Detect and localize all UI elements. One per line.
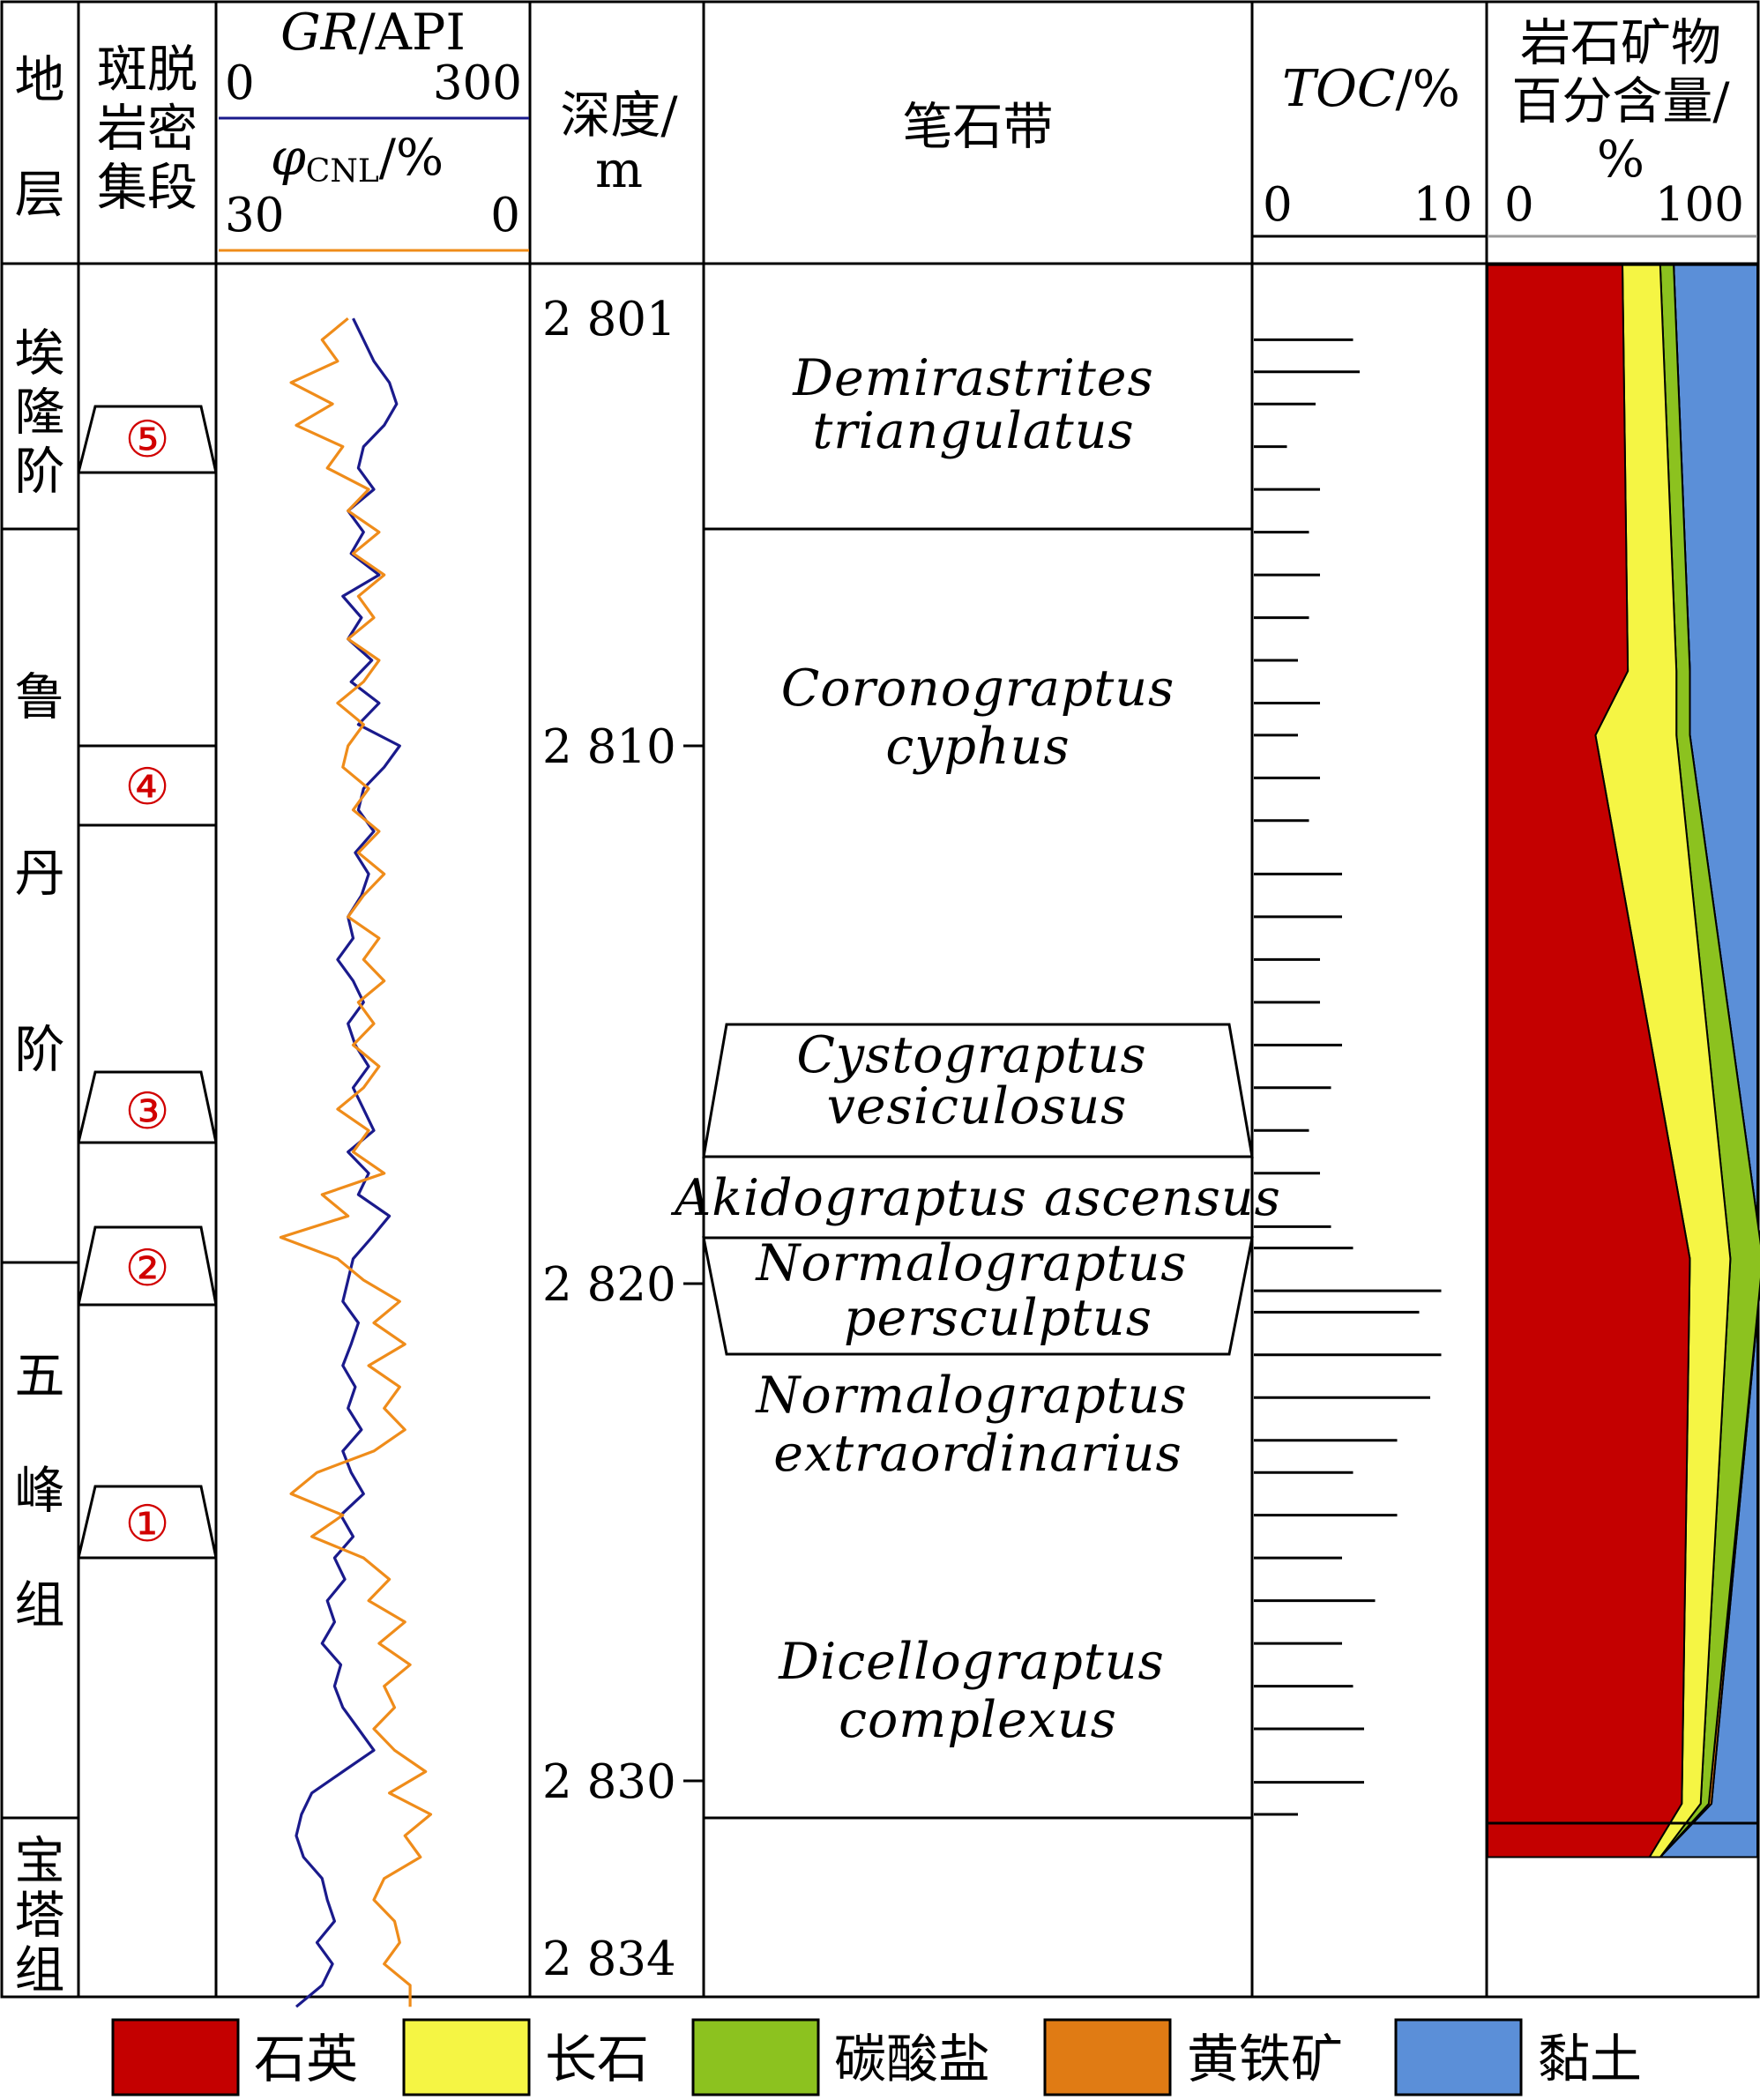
mineral-composition-areas [1487,264,1760,1858]
toc-bars [1254,338,1442,1816]
stratum-header-1: 地 [15,51,65,109]
svg-text:④: ④ [124,758,169,816]
depth-tick-label-2801: 2 801 [542,293,676,346]
svg-text:③: ③ [124,1083,169,1141]
zone-demirastrites-1: Demirastrites [792,349,1153,407]
legend-label-clay: 黏土 [1538,2029,1642,2089]
legend-swatch-carbonate [691,2018,820,2096]
bentonite-member-2: ② [77,1225,218,1307]
cnl-header: φCNL/% [271,129,444,190]
legend-swatch-pyrite [1043,2018,1172,2096]
stratum-column: 埃 隆 阶 鲁 丹 阶 五 峰 组 宝 塔 组 [2,324,78,1999]
mineral-max-label: 100 [1655,178,1744,232]
depth-header-1: 深度/ [560,86,678,145]
depth-tick-label-2820: 2 820 [542,1258,676,1312]
zone-extraordinarius-2: extraordinarius [773,1425,1182,1483]
toc-min-label: 0 [1263,178,1293,232]
gr-max-label: 300 [433,56,522,110]
mineral-area-石英 [1487,264,1691,1858]
bentonite-column: ⑤ ④ ③ ② ① [77,405,218,1560]
mineral-header-1: 岩石矿物 [1520,14,1721,72]
depth-header-2: m [595,141,643,199]
legend-label-pyrite: 黄铁矿 [1187,2029,1343,2089]
stratum-wufeng-3: 组 [15,1576,65,1635]
stratum-wufeng-2: 峰 [15,1462,65,1520]
graptolite-zone-header: 笔石带 [903,98,1054,156]
mineral-header-3: % [1597,130,1644,189]
legend-label-feldspar: 长石 [545,2029,649,2089]
header-row: 地 层 斑脱 岩密 集段 GR/API 0 300 φCNL/% 30 0 深度… [15,4,1757,252]
zone-persculptus-1: Normalograptus [754,1234,1187,1292]
zone-coronograptus-1: Coronograptus [781,659,1175,718]
stratum-aeronian-3: 阶 [15,443,65,501]
mineral-header-2: 百分含量/ [1511,72,1730,130]
depth-column: 2 801 2 810 2 820 2 830 2 834 [542,293,704,1986]
legend-label-carbonate: 碳酸盐 [834,2029,990,2089]
log-curves [279,316,433,2008]
mineral-min-label: 0 [1504,178,1534,232]
submember-header-2: 岩密 [97,100,198,158]
table-frame [0,0,1760,1999]
gr-curve [295,317,401,2008]
bentonite-member-1: ① [77,1485,218,1560]
zone-extraordinarius-1: Normalograptus [754,1366,1187,1425]
stratum-wufeng-1: 五 [15,1347,65,1405]
zone-akidograptus: Akidograptus ascensus [670,1169,1281,1227]
submember-header-3: 集段 [97,159,198,217]
stratum-aeronian-2: 隆 [15,384,65,442]
zone-persculptus-2: persculptus [844,1289,1152,1347]
stratum-rhuddanian-3: 阶 [15,1021,65,1079]
toc-header: TOC/% [1282,60,1460,118]
zone-cystograptus-1: Cystograptus [796,1026,1146,1084]
legend-swatch-feldspar [402,2018,531,2096]
bentonite-member-5: ⑤ [77,405,218,474]
zone-dicellograptus-1: Dicellograptus [778,1633,1164,1691]
legend-swatch-clay [1394,2018,1523,2096]
submember-header-1: 斑脱 [97,41,198,99]
svg-text:②: ② [124,1240,169,1298]
stratum-baota-1: 宝 [15,1832,65,1890]
legend: 石英 长石 碳酸盐 黄铁矿 黏土 [111,2018,1642,2096]
depth-tick-label-2810: 2 810 [542,720,676,774]
zone-demirastrites-2: triangulatus [812,402,1134,460]
bentonite-member-3: ③ [77,1070,218,1144]
stratum-aeronian-1: 埃 [15,324,65,383]
svg-text:①: ① [124,1495,169,1553]
stratum-baota-2: 塔 [15,1887,65,1945]
stratum-rhuddanian-1: 鲁 [15,668,65,726]
gr-header: GR/API [280,4,466,62]
svg-text:⑤: ⑤ [124,411,169,469]
toc-max-label: 10 [1413,178,1473,232]
cnl-left-label: 30 [225,189,284,242]
gr-min-label: 0 [225,56,255,110]
depth-tick-label-2830: 2 830 [542,1755,676,1809]
zone-cystograptus-2: vesiculosus [827,1077,1128,1136]
zone-coronograptus-2: cyphus [885,718,1070,776]
graptolite-zones-column: Demirastrites triangulatus Coronograptus… [670,349,1281,1820]
zone-dicellograptus-2: complexus [839,1691,1117,1749]
cnl-right-label: 0 [490,189,520,242]
legend-label-quartz: 石英 [254,2029,358,2089]
depth-tick-label-2834: 2 834 [542,1932,676,1986]
bentonite-member-4: ④ [78,744,216,827]
cnl-curve [279,316,433,2007]
stratum-header-2: 层 [15,166,65,224]
stratum-baota-3: 组 [15,1941,65,1999]
stratum-rhuddanian-2: 丹 [15,845,65,903]
legend-swatch-quartz [111,2018,240,2096]
